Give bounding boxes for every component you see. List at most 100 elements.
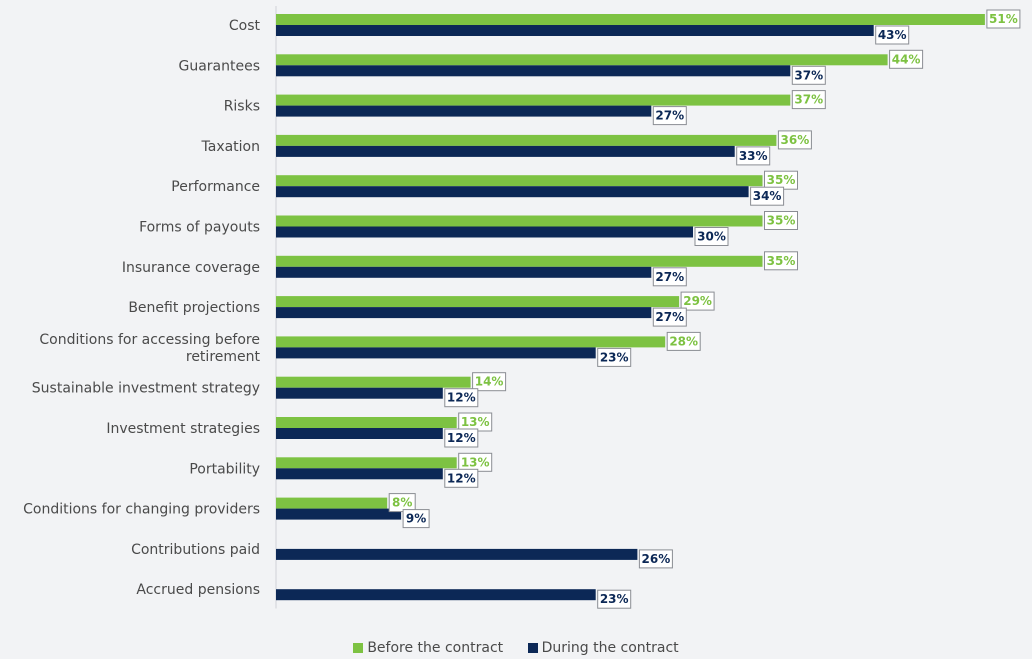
category-label: Investment strategies xyxy=(106,421,260,437)
data-label-before: 14% xyxy=(475,375,504,389)
category-label: Guarantees xyxy=(178,58,260,74)
bar-during xyxy=(276,548,638,560)
bar-before xyxy=(276,14,985,25)
bar-during xyxy=(276,387,443,399)
category-label: Accrued pensions xyxy=(136,582,260,598)
data-label-before: 28% xyxy=(669,334,698,348)
data-label-box xyxy=(791,90,826,110)
data-label-box xyxy=(680,291,715,311)
data-label-during: 23% xyxy=(600,350,629,364)
bar-before xyxy=(276,175,763,187)
bar-during xyxy=(276,347,596,359)
data-label-during: 30% xyxy=(697,230,726,244)
category-label: Insurance coverage xyxy=(122,260,260,276)
category-label: Sustainable investment strategy xyxy=(32,381,260,397)
data-label-box xyxy=(652,267,687,287)
data-label-before: 51% xyxy=(989,12,1018,26)
data-label-during: 43% xyxy=(878,28,907,42)
bar-before xyxy=(276,255,763,267)
bar-before xyxy=(276,134,777,146)
bar-during xyxy=(276,186,749,198)
data-label-during: 9% xyxy=(406,512,426,526)
data-label-box xyxy=(889,49,924,69)
category-label: Cost xyxy=(229,18,261,34)
category-label: Taxation xyxy=(201,139,261,155)
bar-before xyxy=(276,54,888,66)
data-label-box xyxy=(694,227,729,246)
bar-before xyxy=(276,497,388,509)
bar-chart: Cost Guarantees Risks Taxation Performance Fo… xyxy=(23,6,1021,609)
data-label-during: 34% xyxy=(753,189,782,203)
bar-during xyxy=(276,65,791,77)
category-label: Benefit projections xyxy=(128,300,260,316)
data-label-during: 26% xyxy=(642,552,671,566)
bar-during xyxy=(276,145,735,157)
category-label: Portability xyxy=(189,461,260,477)
legend-swatch-during xyxy=(527,643,538,653)
data-label-box xyxy=(764,211,798,230)
legend-item-before: Before the contract xyxy=(353,640,503,656)
category-label: Risks xyxy=(224,99,260,115)
category-label: Contributions paid xyxy=(131,542,260,558)
data-label-before: 13% xyxy=(461,455,490,469)
data-label-before: 35% xyxy=(767,214,796,228)
data-label-box xyxy=(652,307,687,327)
data-label-before: 8% xyxy=(392,496,412,510)
bar-during xyxy=(276,105,652,117)
data-label-box xyxy=(472,372,507,392)
data-label-box xyxy=(736,146,771,166)
category-label: Performance xyxy=(171,179,260,195)
data-label-during: 12% xyxy=(447,391,476,405)
data-label-during: 12% xyxy=(447,471,476,485)
data-label-during: 33% xyxy=(739,149,768,163)
data-label-box xyxy=(777,130,812,150)
data-label-box xyxy=(597,589,632,609)
bar-before xyxy=(276,296,680,308)
data-label-box xyxy=(652,106,687,126)
category-label: Forms of payouts xyxy=(139,220,260,236)
data-label-during: 23% xyxy=(600,592,629,606)
legend-label-before: Before the contract xyxy=(367,640,504,656)
data-label-during: 27% xyxy=(655,310,684,324)
bar-during xyxy=(276,468,443,480)
legend-swatch-before xyxy=(353,643,364,653)
data-label-during: 27% xyxy=(655,270,684,284)
data-label-box xyxy=(444,428,479,448)
data-label-box xyxy=(666,331,701,351)
bar-during xyxy=(276,307,652,319)
data-label-box xyxy=(388,493,416,513)
data-label-before: 44% xyxy=(892,52,921,66)
data-label-during: 27% xyxy=(655,109,684,123)
data-label-box xyxy=(638,549,673,569)
data-label-box xyxy=(791,65,826,85)
bar-during xyxy=(276,226,693,238)
data-label-during: 37% xyxy=(794,68,823,82)
data-label-box xyxy=(597,347,632,367)
data-label-before: 35% xyxy=(767,254,796,268)
bar-before xyxy=(276,215,763,227)
bar-during xyxy=(276,589,596,601)
data-label-during: 12% xyxy=(447,431,476,445)
data-label-box xyxy=(444,388,479,408)
bar-during xyxy=(276,508,402,520)
data-label-before: 35% xyxy=(767,173,796,187)
bar-before xyxy=(276,417,457,428)
data-label-before: 36% xyxy=(781,133,810,147)
legend-item-during: During the contract xyxy=(527,640,679,656)
data-label-box xyxy=(986,9,1021,29)
bar-during xyxy=(276,266,652,278)
data-label-before: 29% xyxy=(683,294,712,308)
bar-before xyxy=(276,336,666,348)
bar-during xyxy=(276,428,443,439)
bar-before xyxy=(276,376,471,388)
category-label: Conditions for accessing before retiremen… xyxy=(39,332,260,365)
bar-before xyxy=(276,94,791,106)
bar-before xyxy=(276,457,457,469)
data-label-box xyxy=(764,251,798,271)
data-label-box xyxy=(750,186,785,206)
category-label: Conditions for changing providers xyxy=(23,502,260,518)
data-label-box xyxy=(875,25,910,45)
legend: Before the contract During the contract xyxy=(0,640,1032,657)
data-label-box xyxy=(402,509,430,529)
data-label-before: 37% xyxy=(794,93,823,107)
